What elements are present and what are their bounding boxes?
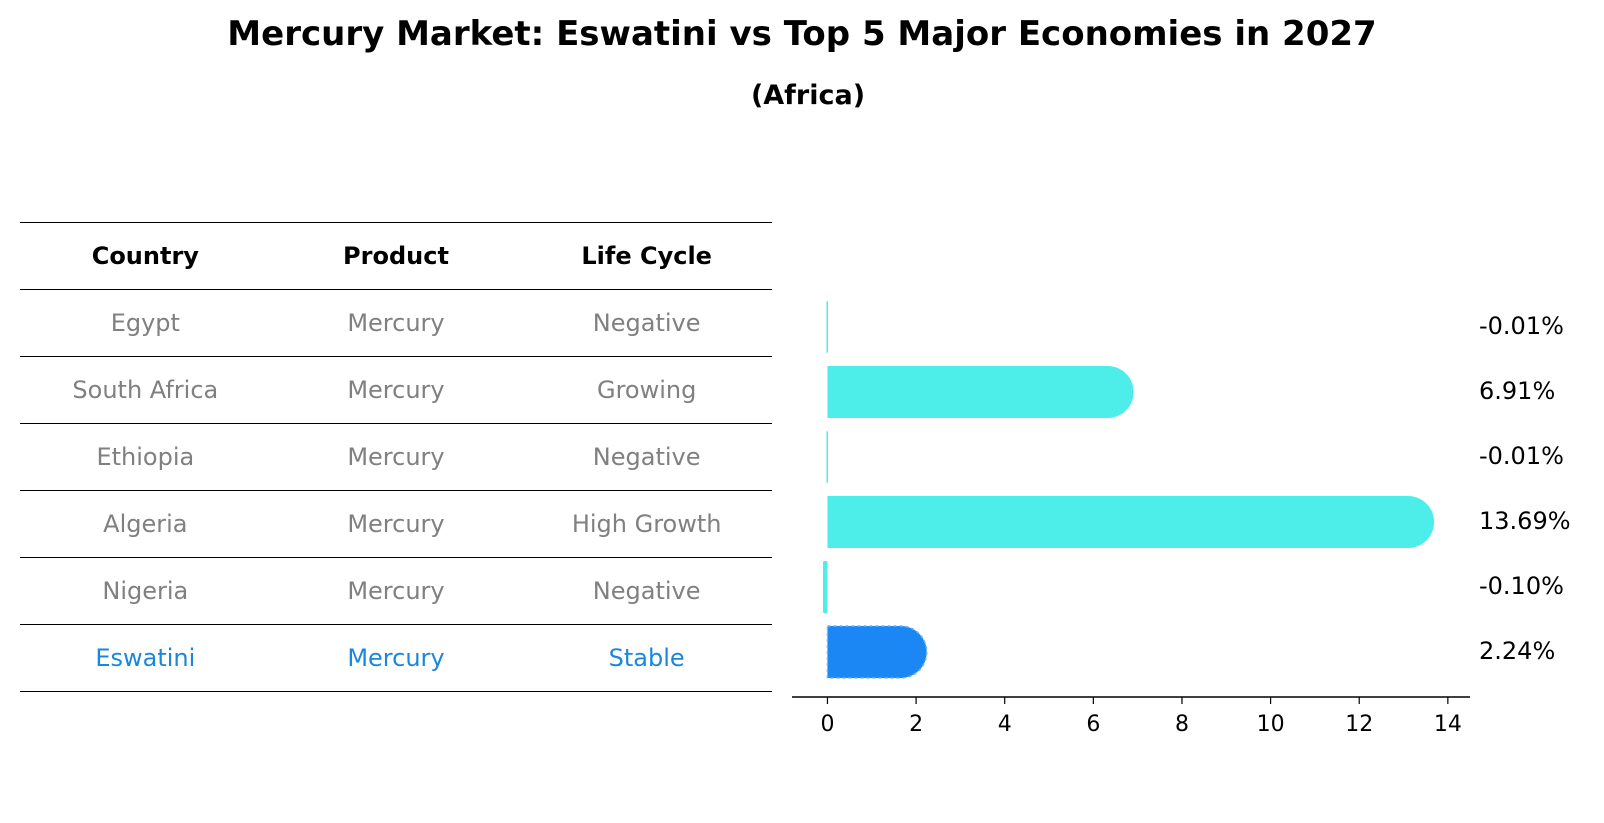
- x-tick-label: 6: [1086, 712, 1100, 737]
- header-country: Country: [20, 222, 271, 290]
- cell-life-cycle: Negative: [521, 423, 772, 491]
- cell-country: Nigeria: [20, 557, 271, 625]
- bar: [826, 431, 829, 483]
- bar-value-label: -0.01%: [1479, 312, 1564, 340]
- table-row: Ethiopia Mercury Negative: [20, 423, 772, 491]
- cell-product: Mercury: [270, 624, 522, 692]
- data-table: Country Product Life Cycle Egypt Mercury…: [20, 222, 772, 692]
- header-product: Product: [270, 222, 522, 290]
- cell-life-cycle: Negative: [521, 289, 772, 357]
- cell-country: Eswatini: [20, 624, 271, 692]
- bar-value-label: 6.91%: [1479, 377, 1555, 405]
- cell-country: Egypt: [20, 289, 271, 357]
- table-row-highlight: Eswatini Mercury Stable: [20, 624, 772, 692]
- chart-title: Mercury Market: Eswatini vs Top 5 Major …: [227, 14, 1377, 54]
- bar: [827, 496, 1435, 548]
- cell-country: Ethiopia: [20, 423, 271, 491]
- cell-life-cycle: Stable: [521, 624, 772, 692]
- table-row: Egypt Mercury Negative: [20, 289, 772, 357]
- cell-product: Mercury: [270, 356, 522, 424]
- x-tick-label: 8: [1175, 712, 1189, 737]
- bar-value-label: 13.69%: [1479, 507, 1571, 535]
- table-row: Nigeria Mercury Negative: [20, 557, 772, 625]
- header-life-cycle: Life Cycle: [521, 222, 772, 290]
- cell-country: South Africa: [20, 356, 271, 424]
- cell-product: Mercury: [270, 490, 522, 558]
- table-row: South Africa Mercury Growing: [20, 356, 772, 424]
- table-row: Algeria Mercury High Growth: [20, 490, 772, 558]
- cell-life-cycle: High Growth: [521, 490, 772, 558]
- cell-life-cycle: Negative: [521, 557, 772, 625]
- cell-product: Mercury: [270, 557, 522, 625]
- cell-product: Mercury: [270, 423, 522, 491]
- x-tick-label: 12: [1345, 712, 1373, 737]
- x-tick-label: 0: [820, 712, 834, 737]
- x-tick-label: 14: [1434, 712, 1462, 737]
- table-header-row: Country Product Life Cycle: [20, 222, 772, 290]
- data-table-container: Country Product Life Cycle Egypt Mercury…: [20, 222, 772, 692]
- chart-subtitle: (Africa): [750, 80, 866, 111]
- x-tick-label: 2: [909, 712, 923, 737]
- bar: [826, 301, 829, 353]
- bar-value-label: -0.01%: [1479, 442, 1564, 470]
- cell-life-cycle: Growing: [521, 356, 772, 424]
- cell-country: Algeria: [20, 490, 271, 558]
- bar: [827, 366, 1134, 418]
- x-tick-label: 10: [1257, 712, 1285, 737]
- x-tick-label: 4: [998, 712, 1012, 737]
- bar-value-label: 2.24%: [1479, 637, 1555, 665]
- cell-product: Mercury: [270, 289, 522, 357]
- bar-value-label: -0.10%: [1479, 572, 1564, 600]
- bar: [823, 561, 828, 613]
- bar-highlight: [826, 625, 928, 679]
